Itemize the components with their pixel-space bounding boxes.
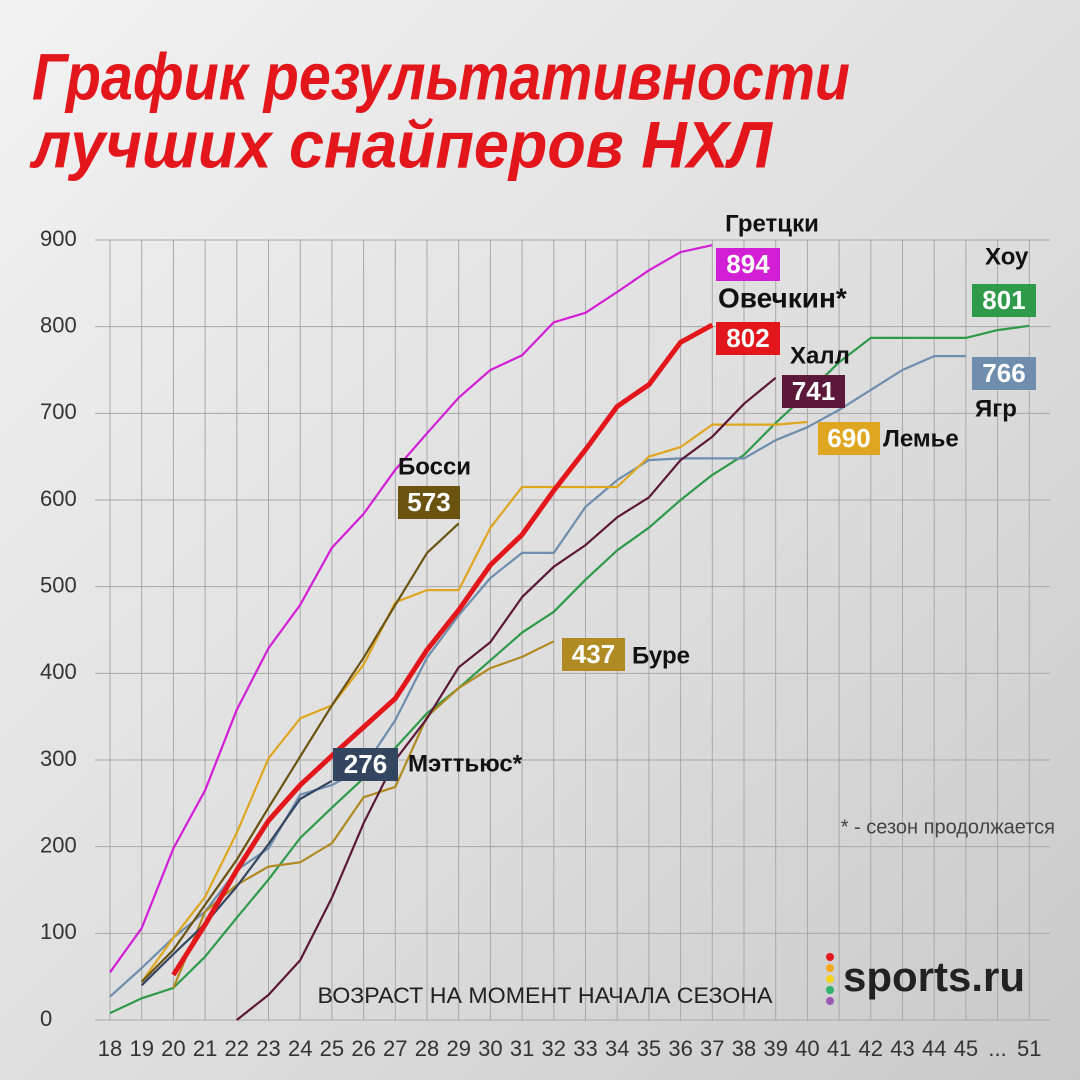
x-tick-label: 39 [763, 1036, 787, 1061]
y-tick-label: 200 [40, 832, 77, 857]
x-tick-label: 35 [637, 1036, 661, 1061]
x-tick-label: 22 [225, 1036, 249, 1061]
legend-label: Овечкин* [718, 282, 847, 313]
value-label: 573 [407, 487, 450, 517]
logo-dot [826, 953, 834, 961]
x-tick-label: 19 [129, 1036, 153, 1061]
value-label-box [562, 638, 625, 671]
chart-title: График результативности [32, 39, 850, 113]
x-tick-label: 51 [1017, 1036, 1041, 1061]
y-tick-label: 600 [40, 486, 77, 511]
value-label: 276 [344, 749, 387, 779]
x-tick-label: 30 [478, 1036, 502, 1061]
value-label-box [818, 422, 880, 455]
logo-dot [826, 986, 834, 994]
value-label-box [972, 284, 1036, 317]
series-line [171, 322, 714, 977]
logo-text: sports.ru [843, 953, 1025, 1000]
x-tick-label: 26 [351, 1036, 375, 1061]
legend-label: Ягр [975, 395, 1017, 422]
x-tick-label: 25 [320, 1036, 344, 1061]
x-tick-label: 43 [890, 1036, 914, 1061]
y-tick-label: 400 [40, 659, 77, 684]
x-tick-label: 23 [256, 1036, 280, 1061]
x-tick-label: 32 [542, 1036, 566, 1061]
series-line [140, 779, 333, 987]
value-label-box [782, 375, 845, 408]
legend-label: Мэттьюс* [408, 750, 523, 777]
value-label-box [398, 486, 460, 519]
series-line [236, 376, 777, 1021]
value-label: 802 [726, 323, 769, 353]
series-line [140, 522, 460, 983]
y-tick-label: 700 [40, 399, 77, 424]
value-label: 766 [982, 358, 1025, 388]
x-tick-label: 45 [954, 1036, 978, 1061]
value-label: 437 [572, 639, 615, 669]
x-tick-label: 27 [383, 1036, 407, 1061]
legend-label: Халл [790, 342, 850, 369]
x-tick-label: 29 [446, 1036, 470, 1061]
x-tick-label: 18 [98, 1036, 122, 1061]
value-label-box [972, 357, 1036, 390]
x-tick-label: 42 [859, 1036, 883, 1061]
x-tick-label: 28 [415, 1036, 439, 1061]
y-tick-label: 800 [40, 312, 77, 337]
x-tick-label: ... [988, 1036, 1006, 1061]
y-tick-label: 500 [40, 572, 77, 597]
x-tick-label: 38 [732, 1036, 756, 1061]
x-tick-label: 44 [922, 1036, 946, 1061]
value-label: 741 [792, 376, 835, 406]
footnote: * - сезон продолжается [841, 816, 1055, 838]
x-tick-label: 34 [605, 1036, 629, 1061]
legend-label: Лемье [883, 425, 959, 452]
series-line [109, 324, 1030, 1015]
x-tick-label: 31 [510, 1036, 534, 1061]
legend-label: Босси [398, 453, 471, 480]
x-axis-label: ВОЗРАСТ НА МОМЕНТ НАЧАЛА СЕЗОНА [318, 983, 773, 1008]
x-tick-label: 41 [827, 1036, 851, 1061]
legend-label: Хоу [985, 243, 1029, 270]
x-tick-label: 20 [161, 1036, 185, 1061]
series-line [140, 420, 808, 983]
value-label: 801 [982, 285, 1025, 315]
value-label: 690 [827, 423, 870, 453]
x-tick-label: 36 [668, 1036, 692, 1061]
legend-label: Буре [632, 642, 690, 669]
value-label-box [716, 248, 780, 281]
series-line [109, 355, 966, 998]
logo-dot [826, 975, 834, 983]
series-line [109, 244, 713, 973]
x-tick-label: 24 [288, 1036, 312, 1061]
legend-label: Гретцки [725, 210, 819, 237]
x-tick-label: 40 [795, 1036, 819, 1061]
y-tick-label: 900 [40, 226, 77, 251]
x-tick-label: 21 [193, 1036, 217, 1061]
x-tick-label: 37 [700, 1036, 724, 1061]
logo-dot [826, 997, 834, 1005]
value-label-box [716, 322, 780, 355]
logo: sports.ru [826, 953, 1025, 1005]
x-tick-label: 33 [573, 1036, 597, 1061]
y-tick-label: 100 [40, 919, 77, 944]
y-tick-label: 300 [40, 746, 77, 771]
logo-dot [826, 964, 834, 972]
value-label-box [333, 748, 398, 781]
y-tick-label: 0 [40, 1006, 52, 1031]
chart-title: лучших снайперов НХЛ [29, 107, 773, 181]
value-label: 894 [726, 249, 770, 279]
plot-area: 0 100 200 300 400 500 600 700 800 900 18 19 20 21 22 23… [40, 210, 1050, 1061]
